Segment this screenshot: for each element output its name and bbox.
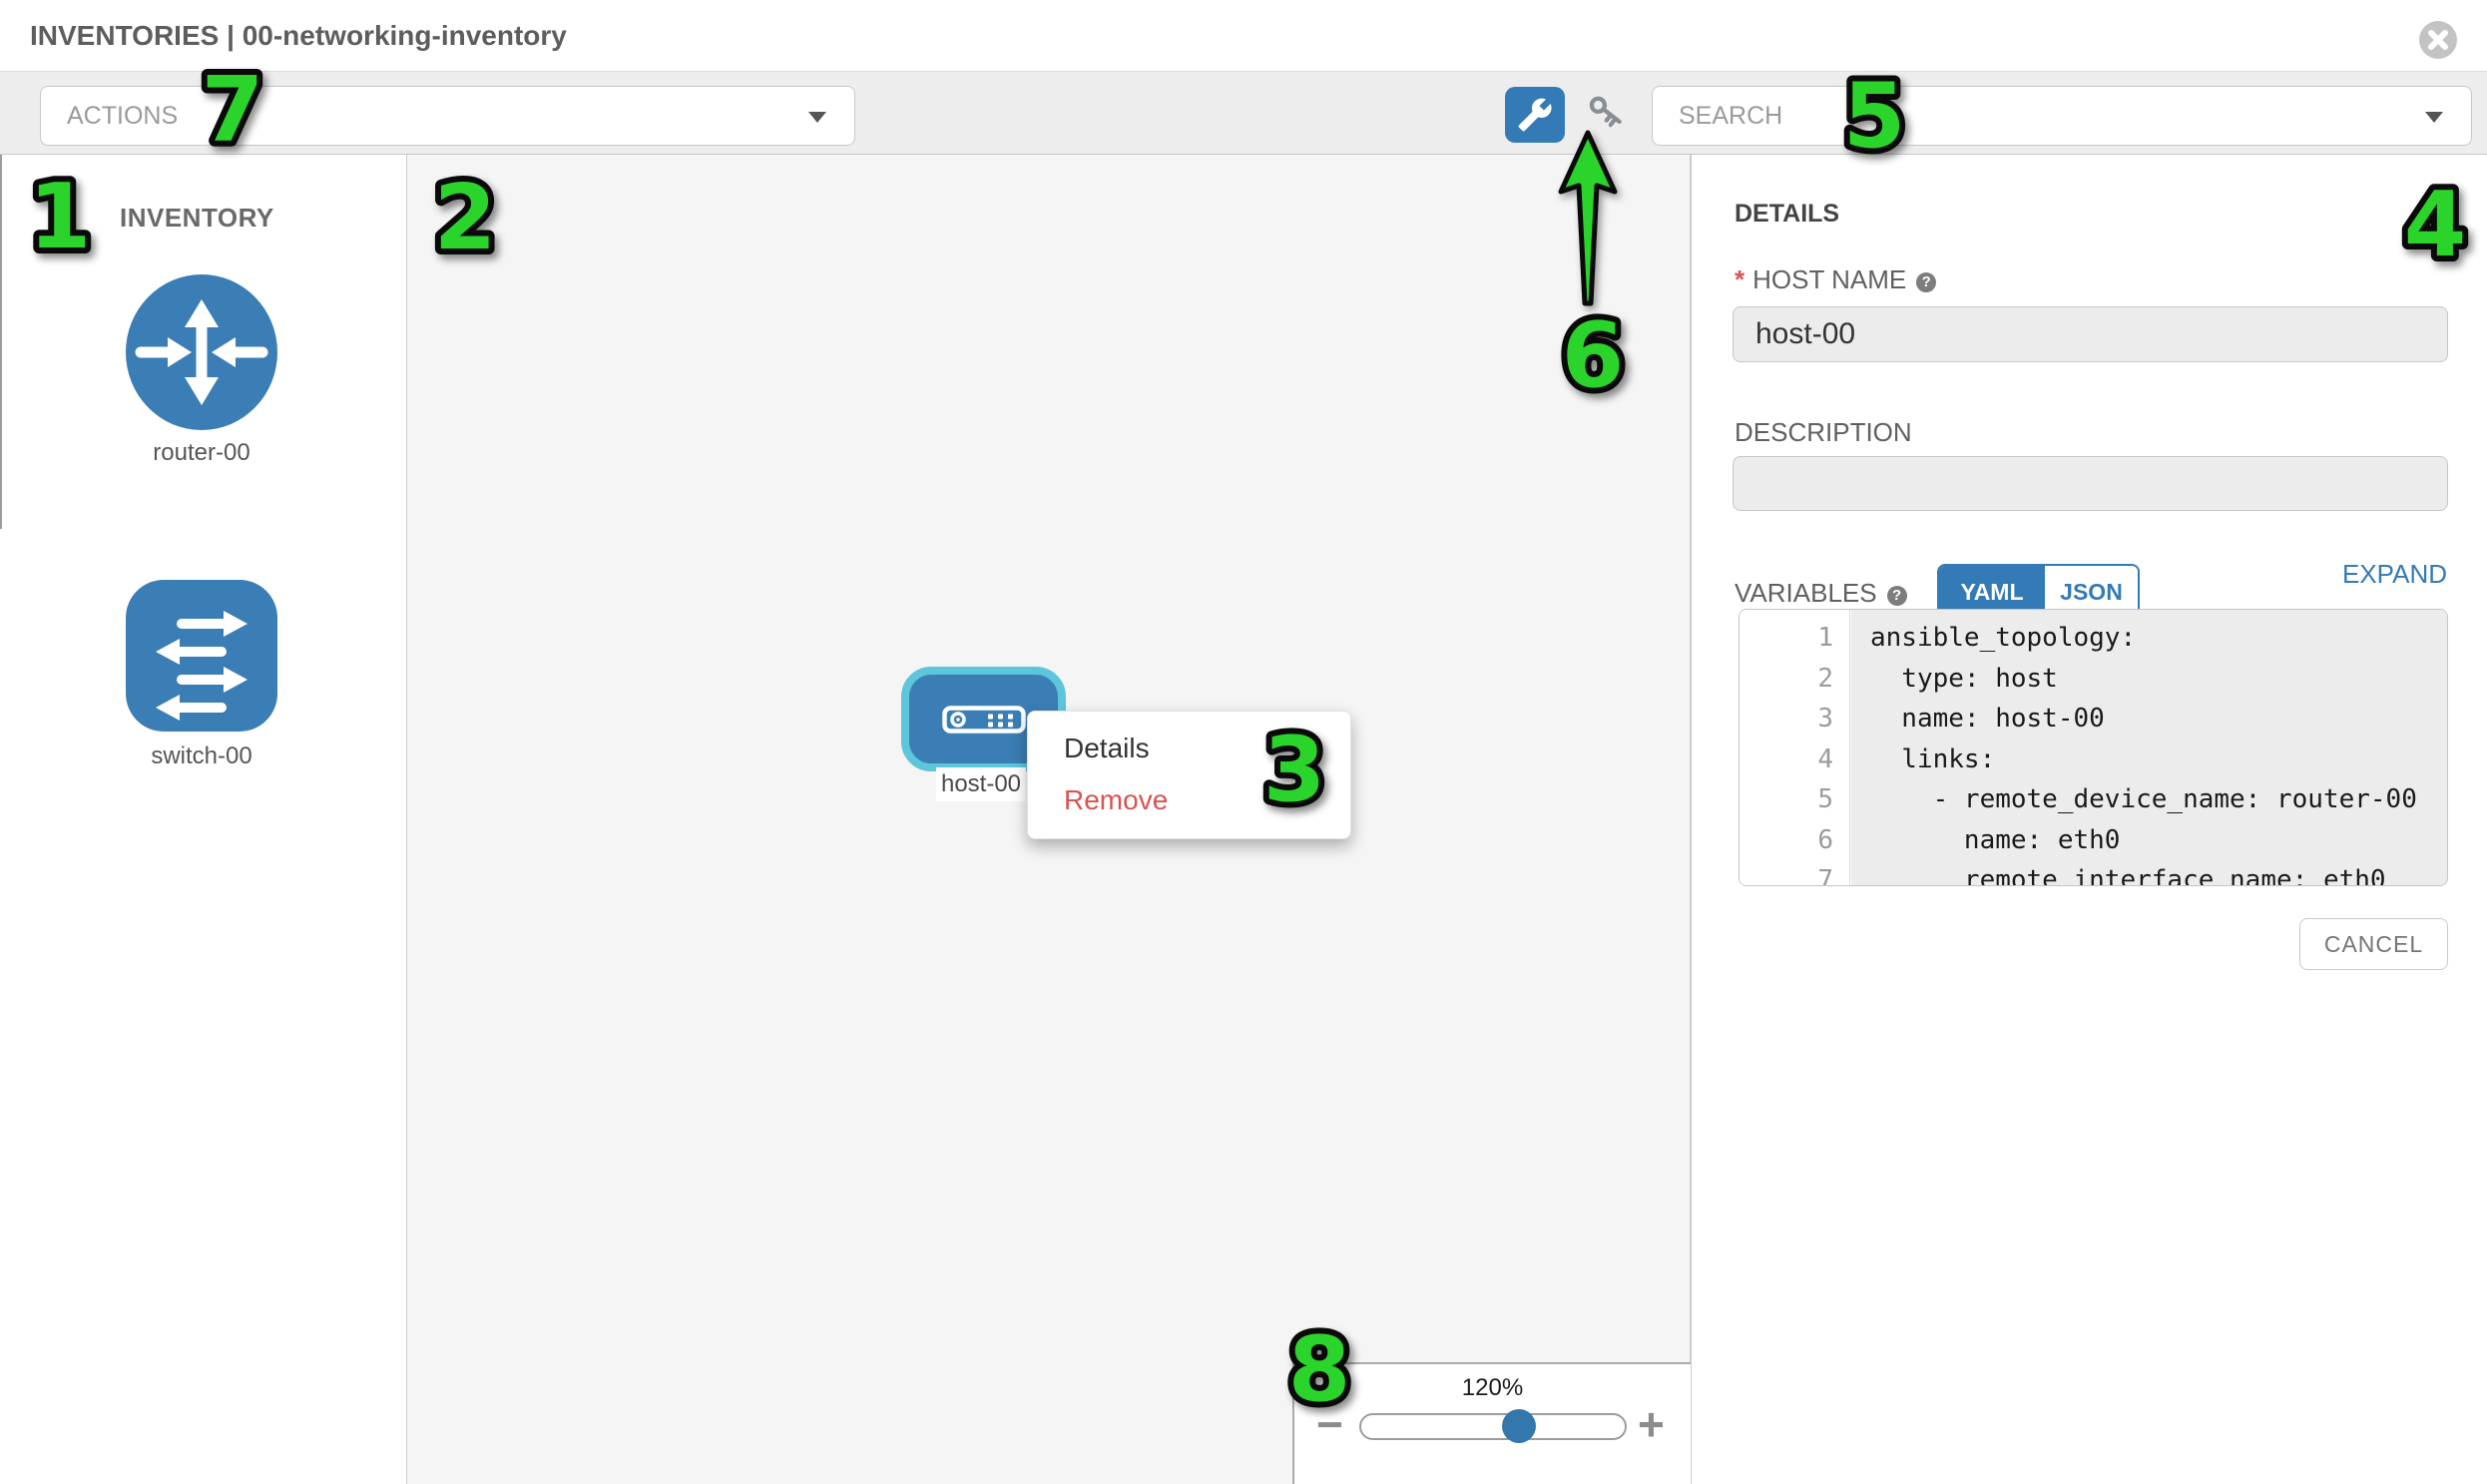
- editor-line-numbers: 1 2 3 4 5 6 7: [1740, 610, 1850, 885]
- zoom-out-button[interactable]: −: [1316, 1398, 1343, 1450]
- question-circle-icon: ?: [1916, 272, 1937, 292]
- menu-item-remove[interactable]: Remove: [1064, 784, 1169, 815]
- page-title: INVENTORIES | 00-networking-inventory: [30, 20, 567, 51]
- zoom-level-label: 120%: [1461, 1374, 1524, 1401]
- inventory-heading: INVENTORY: [120, 203, 274, 233]
- chevron-down-icon: [808, 112, 826, 123]
- topology-canvas[interactable]: host-00 Details Remove 120% − +: [407, 155, 1691, 1484]
- inventory-sidebar: INVENTORY router-00: [0, 155, 407, 1484]
- search-placeholder: SEARCH: [1679, 102, 1783, 130]
- line-number: 4: [1817, 743, 1833, 774]
- sidebar-edge-line: [0, 155, 2, 529]
- variables-code-editor[interactable]: 1 2 3 4 5 6 7 ansible_topology: type: ho…: [1739, 609, 2448, 886]
- menu-item-details[interactable]: Details: [1064, 733, 1150, 763]
- line-number: 1: [1817, 623, 1833, 653]
- toolbar: ACTIONS SEARCH: [0, 72, 2487, 155]
- wrench-icon: [1518, 98, 1552, 132]
- variables-label: VARIABLES: [1735, 578, 1877, 608]
- cancel-button[interactable]: CANCEL: [2299, 918, 2448, 970]
- title-bar: INVENTORIES | 00-networking-inventory: [0, 0, 2487, 72]
- x-circle-icon: [2419, 21, 2457, 59]
- details-panel: DETAILS *HOST NAME? DESCRIPTION VARIABLE…: [1691, 155, 2487, 1484]
- description-input[interactable]: [1733, 456, 2448, 511]
- code-line: - remote_device_name: router-00: [1870, 784, 2417, 814]
- host-name-label: HOST NAME: [1752, 264, 1907, 294]
- code-line: ansible_topology:: [1870, 623, 2137, 653]
- required-asterisk: *: [1735, 264, 1745, 294]
- search-dropdown[interactable]: SEARCH: [1652, 86, 2472, 146]
- actions-dropdown-label: ACTIONS: [67, 102, 179, 130]
- editor-code-area[interactable]: ansible_topology: type: host name: host-…: [1851, 610, 2447, 885]
- question-circle-icon: ?: [1886, 586, 1907, 606]
- code-line: links:: [1870, 743, 1996, 774]
- actions-dropdown[interactable]: ACTIONS: [40, 86, 855, 146]
- router-label: router-00: [153, 439, 250, 466]
- host-name-input[interactable]: [1733, 306, 2448, 362]
- node-context-menu: Details Remove: [1027, 711, 1351, 839]
- details-heading: DETAILS: [1735, 200, 1840, 228]
- code-line: remote_interface_name: eth0: [1870, 865, 2386, 886]
- switch-icon: [126, 580, 277, 732]
- close-button[interactable]: [2419, 21, 2457, 59]
- line-number: 3: [1817, 704, 1833, 734]
- host-icon: [941, 705, 1026, 734]
- line-number: 5: [1817, 784, 1833, 814]
- key-icon: [1589, 96, 1622, 128]
- key-button[interactable]: [1581, 93, 1627, 139]
- sidebar-item-router[interactable]: router-00: [124, 272, 279, 467]
- code-line: name: eth0: [1870, 824, 2121, 855]
- zoom-control: 120% − +: [1292, 1362, 1691, 1484]
- sidebar-item-switch[interactable]: switch-00: [124, 576, 279, 770]
- line-number: 6: [1817, 824, 1833, 855]
- code-line: name: host-00: [1870, 704, 2105, 734]
- chevron-down-icon: [2425, 112, 2443, 123]
- host-name-label-row: * HOST NAME?: [1735, 264, 1937, 295]
- router-icon: [126, 274, 277, 430]
- zoom-slider-track[interactable]: [1359, 1413, 1627, 1440]
- code-line: type: host: [1870, 663, 2058, 694]
- host-node-label: host-00: [936, 767, 1026, 801]
- line-number: 2: [1817, 663, 1833, 694]
- zoom-slider-thumb[interactable]: [1502, 1409, 1536, 1443]
- line-number: 7: [1817, 865, 1833, 886]
- switch-label: switch-00: [151, 742, 252, 769]
- expand-link[interactable]: EXPAND: [2342, 559, 2447, 589]
- tools-button[interactable]: [1505, 87, 1565, 143]
- zoom-in-button[interactable]: +: [1638, 1398, 1665, 1450]
- description-label: DESCRIPTION: [1735, 417, 1912, 447]
- variables-label-row: VARIABLES?: [1735, 578, 1907, 609]
